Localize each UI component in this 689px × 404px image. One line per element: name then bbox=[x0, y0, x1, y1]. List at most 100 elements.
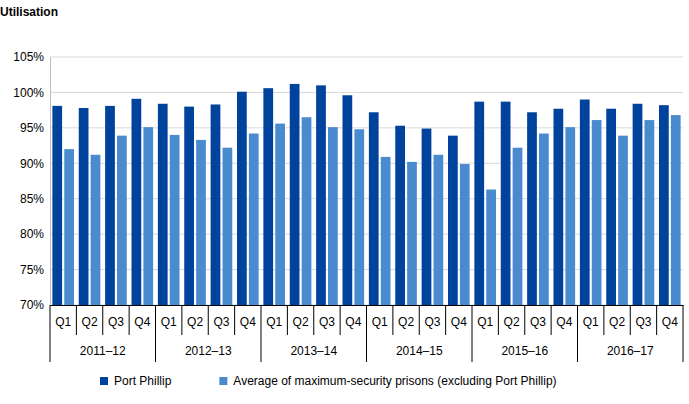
category-divider bbox=[340, 305, 341, 335]
y-tick: 85% bbox=[20, 192, 50, 206]
x-tick: Q1 bbox=[55, 305, 71, 329]
category-divider bbox=[76, 305, 77, 335]
bar bbox=[158, 104, 168, 305]
bar bbox=[275, 124, 285, 305]
chart: 70% 75% 80% 85% 90% 95% 100% 105% Utilisation Q1 Q… bbox=[0, 0, 689, 404]
bar bbox=[448, 136, 458, 305]
grid-line bbox=[50, 57, 683, 58]
x-tick-label: Q3 bbox=[635, 315, 651, 329]
x-group-label: 2013–14 bbox=[290, 344, 337, 358]
bar bbox=[527, 112, 537, 305]
x-tick-label: Q4 bbox=[345, 315, 361, 329]
category-divider bbox=[313, 305, 314, 335]
bar bbox=[554, 109, 564, 305]
bar bbox=[645, 120, 655, 305]
x-tick-label: Q2 bbox=[398, 315, 414, 329]
x-tick-label: Q2 bbox=[82, 315, 98, 329]
bar bbox=[381, 157, 391, 305]
bar bbox=[302, 117, 312, 305]
y-tick: 90% bbox=[20, 157, 50, 171]
category-divider bbox=[102, 305, 103, 335]
category-divider bbox=[181, 305, 182, 335]
x-tick-label: Q3 bbox=[213, 315, 229, 329]
category-divider bbox=[366, 305, 367, 362]
bar bbox=[422, 129, 432, 305]
bar bbox=[671, 115, 681, 305]
y-tick-label: 80% bbox=[20, 227, 44, 241]
bars bbox=[52, 84, 680, 305]
legend-swatch bbox=[100, 377, 108, 385]
bar bbox=[369, 112, 379, 305]
x-tick-label: Q1 bbox=[55, 315, 71, 329]
x-tick-label: Q4 bbox=[134, 315, 150, 329]
bar bbox=[501, 102, 511, 305]
category-divider bbox=[656, 305, 657, 335]
x-tick: Q2 bbox=[82, 305, 98, 329]
bar bbox=[290, 84, 300, 305]
bar bbox=[395, 126, 405, 305]
x-tick: Q2 bbox=[187, 305, 203, 329]
category-divider bbox=[261, 305, 262, 362]
y-axis-title: Utilisation bbox=[0, 5, 58, 19]
bar bbox=[143, 127, 153, 305]
bar bbox=[565, 127, 575, 305]
grid-line bbox=[50, 92, 683, 93]
x-tick-label: Q4 bbox=[556, 315, 572, 329]
x-tick: Q1 bbox=[372, 305, 388, 329]
bar bbox=[79, 108, 89, 305]
x-tick-label: Q4 bbox=[451, 315, 467, 329]
x-group-label: 2012–13 bbox=[185, 344, 232, 358]
category-divider bbox=[603, 305, 604, 335]
x-tick: Q4 bbox=[451, 305, 467, 329]
x-tick-label: Q2 bbox=[609, 315, 625, 329]
x-tick: Q1 bbox=[161, 305, 177, 329]
legend-swatch bbox=[219, 377, 227, 385]
y-tick: 75% bbox=[20, 263, 50, 277]
x-tick-label: Q2 bbox=[293, 315, 309, 329]
bar bbox=[170, 135, 180, 305]
x-tick: Q4 bbox=[240, 305, 256, 329]
x-tick: Q3 bbox=[213, 305, 229, 329]
series bbox=[52, 84, 668, 305]
legend: Port PhillipAverage of maximum-security … bbox=[100, 374, 557, 388]
x-group-label: 2015–16 bbox=[501, 344, 548, 358]
y-tick: 70% bbox=[20, 298, 50, 312]
x-tick-label: Q1 bbox=[266, 315, 282, 329]
y-tick: 80% bbox=[20, 227, 50, 241]
y-tick: 95% bbox=[20, 121, 50, 135]
y-tick-label: 105% bbox=[13, 50, 44, 64]
bar bbox=[328, 127, 338, 305]
y-axis-line bbox=[50, 58, 51, 306]
bar bbox=[618, 136, 628, 305]
bar bbox=[606, 109, 616, 305]
x-tick: Q3 bbox=[635, 305, 651, 329]
bar bbox=[64, 149, 74, 305]
y-tick-label: 100% bbox=[13, 86, 44, 100]
bar bbox=[117, 136, 127, 305]
y-axis: 70% 75% 80% 85% 90% 95% 100% 105% bbox=[13, 50, 50, 312]
x-tick: Q2 bbox=[504, 305, 520, 329]
category-divider bbox=[498, 305, 499, 335]
bar bbox=[592, 120, 602, 305]
category-divider bbox=[577, 305, 578, 362]
bar bbox=[223, 148, 233, 305]
x-tick-label: Q3 bbox=[530, 315, 546, 329]
x-tick: Q3 bbox=[424, 305, 440, 329]
x-tick-label: Q1 bbox=[583, 315, 599, 329]
x-tick: Q1 bbox=[583, 305, 599, 329]
grid bbox=[50, 57, 683, 305]
bar bbox=[249, 134, 259, 305]
bar bbox=[52, 106, 62, 305]
bar bbox=[407, 162, 417, 305]
x-tick-label: Q1 bbox=[161, 315, 177, 329]
category-divider bbox=[472, 305, 473, 362]
x-tick-label: Q3 bbox=[108, 315, 124, 329]
bar bbox=[580, 100, 590, 305]
bar bbox=[460, 164, 470, 305]
x-group-labels: 2011–122012–132013–142014–152015–162016–… bbox=[80, 344, 654, 358]
bar bbox=[105, 106, 115, 305]
x-tick: Q1 bbox=[477, 305, 493, 329]
category-divider bbox=[524, 305, 525, 335]
y-tick-label: 90% bbox=[20, 157, 44, 171]
category-divider bbox=[129, 305, 130, 335]
